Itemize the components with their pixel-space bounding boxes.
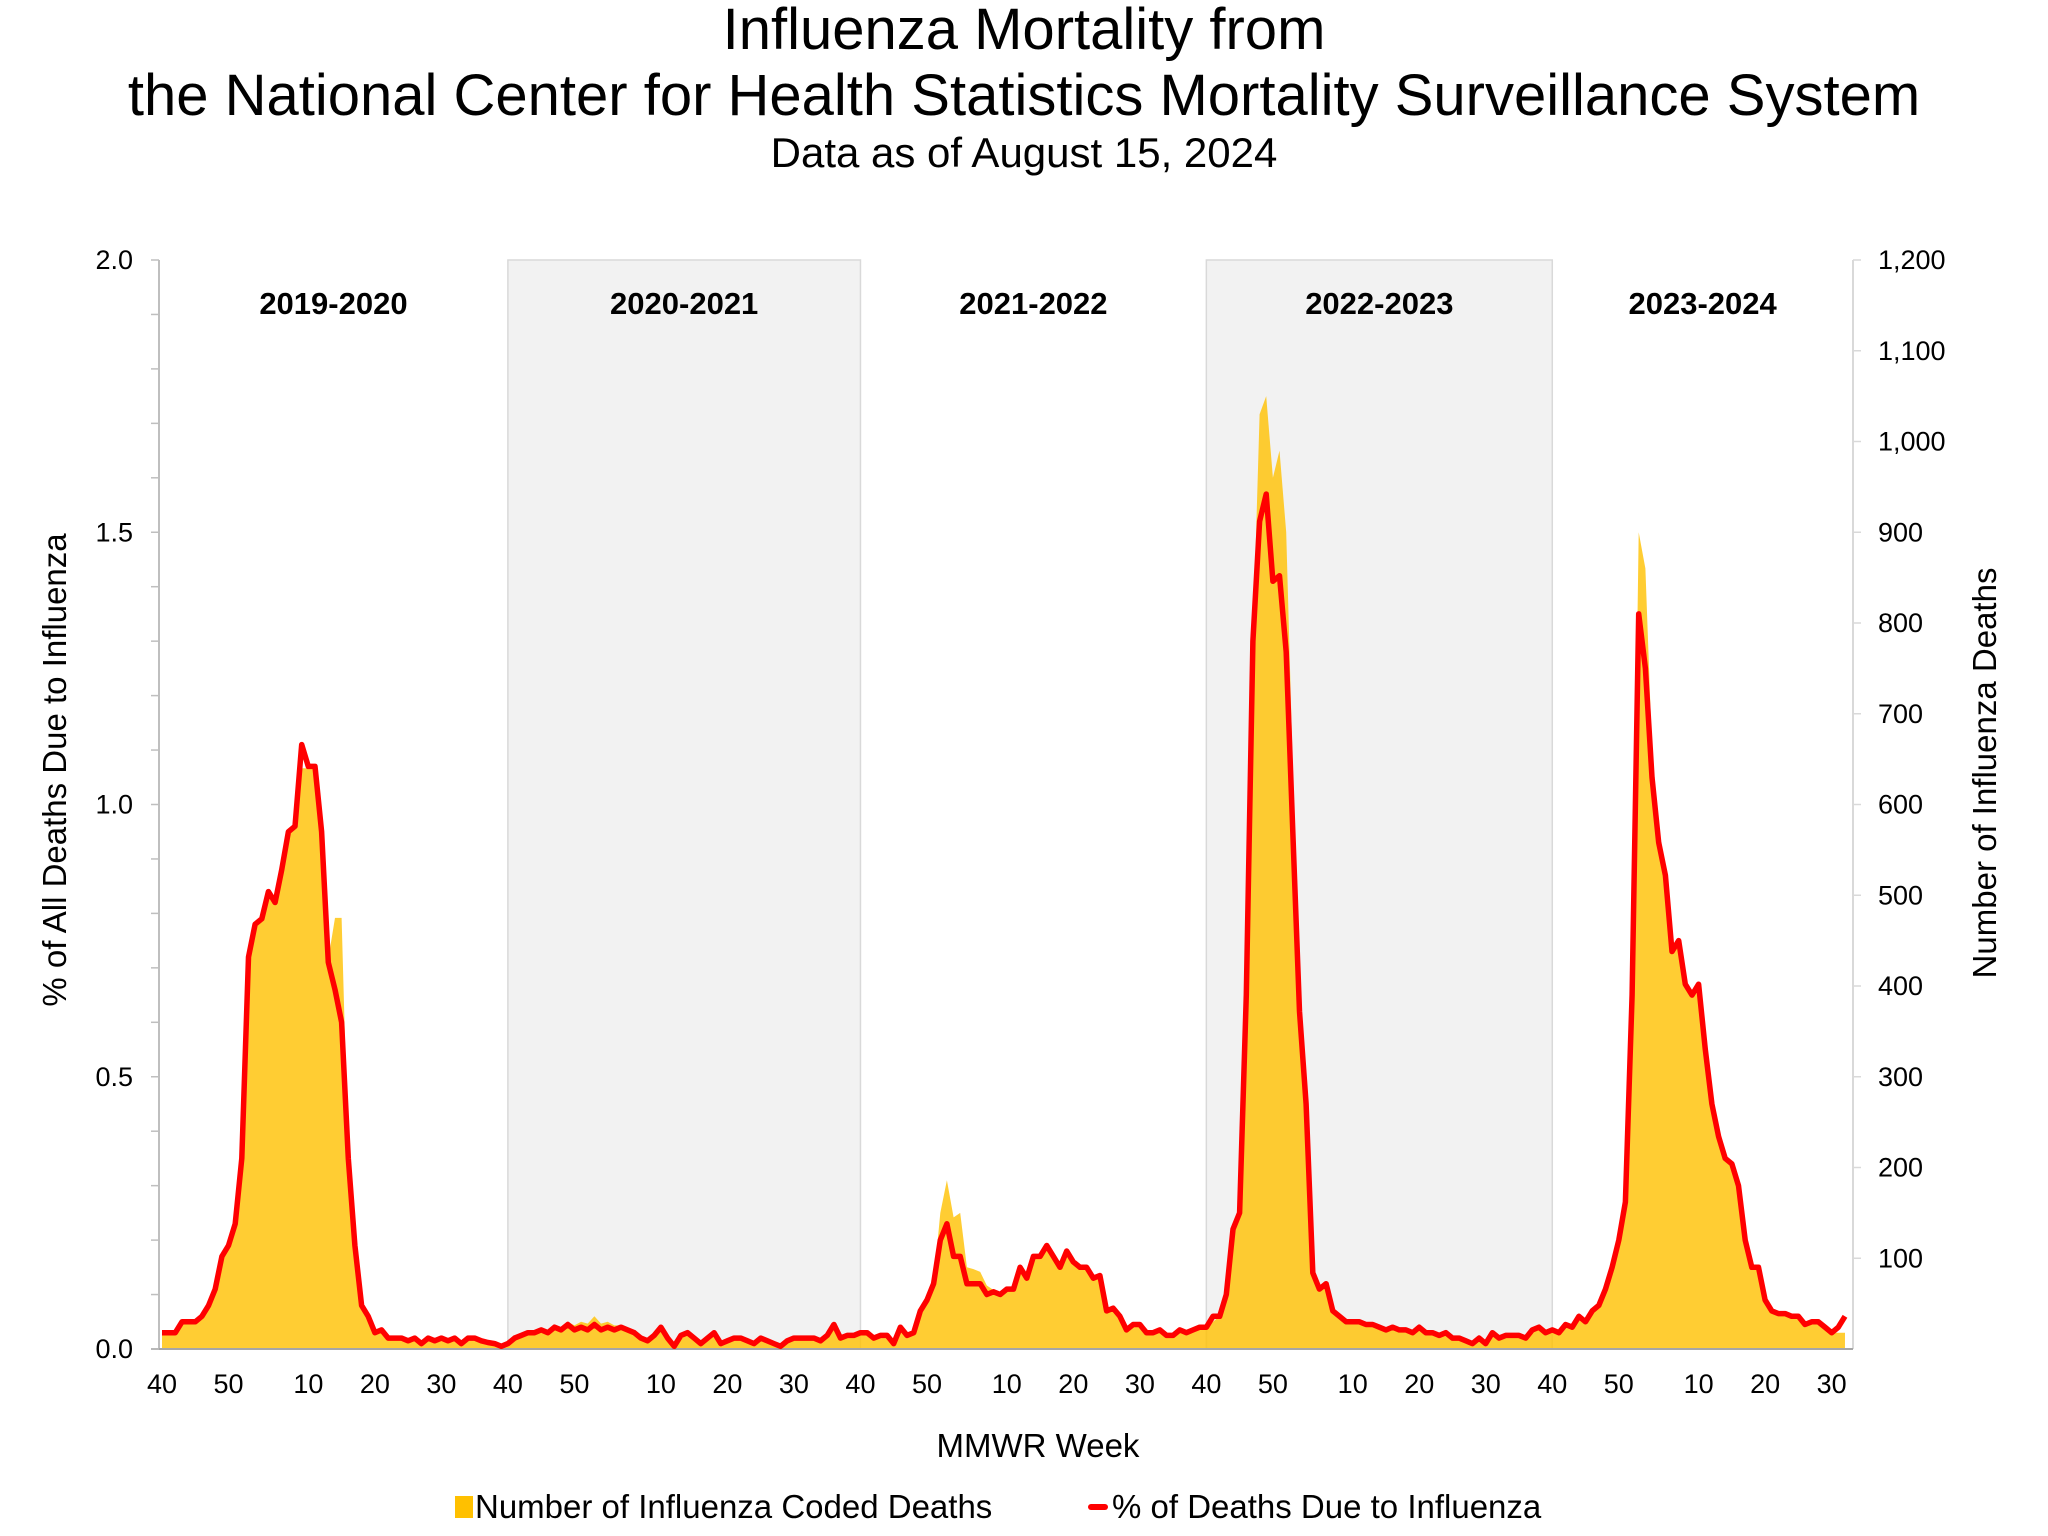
deaths-area-series bbox=[162, 396, 1845, 1350]
x-tick-label: 10 bbox=[1684, 1369, 1714, 1399]
x-tick-label: 30 bbox=[1125, 1369, 1155, 1399]
x-tick-label: 10 bbox=[646, 1369, 676, 1399]
y-left-tick-label: 0.5 bbox=[95, 1062, 133, 1092]
x-tick-label: 50 bbox=[1604, 1369, 1634, 1399]
y-right-tick-label: 1,000 bbox=[1878, 427, 1946, 457]
x-tick-label: 20 bbox=[1058, 1369, 1088, 1399]
y-right-tick-label: 200 bbox=[1878, 1153, 1923, 1183]
x-axis-title: MMWR Week bbox=[937, 1427, 1140, 1464]
legend-item-percent: % of Deaths Due to Influenza bbox=[1088, 1488, 1541, 1526]
x-tick-label: 10 bbox=[293, 1369, 323, 1399]
chart-title-line2: the National Center for Health Statistic… bbox=[127, 63, 1921, 128]
percent-line-series bbox=[162, 491, 1848, 1350]
season-label: 2021-2022 bbox=[959, 286, 1107, 321]
x-tick-label: 20 bbox=[1750, 1369, 1780, 1399]
x-tick-label: 30 bbox=[779, 1369, 809, 1399]
legend-label-percent: % of Deaths Due to Influenza bbox=[1112, 1488, 1542, 1525]
x-tick-label: 50 bbox=[213, 1369, 243, 1399]
y-right-tick-label: 100 bbox=[1878, 1243, 1923, 1273]
x-tick-label: 50 bbox=[912, 1369, 942, 1399]
y-axis-left-title: % of All Deaths Due to Influenza bbox=[36, 533, 73, 1007]
x-tick-label: 50 bbox=[1258, 1369, 1288, 1399]
season-label: 2019-2020 bbox=[259, 286, 407, 321]
y-right-tick-label: 800 bbox=[1878, 608, 1923, 638]
legend-label-deaths: Number of Influenza Coded Deaths bbox=[475, 1488, 993, 1525]
legend-item-deaths: Number of Influenza Coded Deaths bbox=[455, 1488, 992, 1526]
legend-swatch-line bbox=[1088, 1504, 1108, 1510]
x-tick-label: 20 bbox=[360, 1369, 390, 1399]
x-tick-label: 20 bbox=[1404, 1369, 1434, 1399]
x-tick-label: 10 bbox=[992, 1369, 1022, 1399]
y-right-tick-label: 600 bbox=[1878, 790, 1923, 820]
chart-title: Influenza Mortality from bbox=[722, 0, 1326, 62]
y-left-tick-label: 1.0 bbox=[95, 790, 133, 820]
x-tick-label: 30 bbox=[426, 1369, 456, 1399]
season-label: 2022-2023 bbox=[1305, 286, 1453, 321]
y-axis-right-title: Number of Influenza Deaths bbox=[1966, 568, 2003, 979]
season-label: 2023-2024 bbox=[1629, 286, 1778, 321]
y-right-tick-label: 300 bbox=[1878, 1062, 1923, 1092]
y-right-tick-label: 1,100 bbox=[1878, 336, 1946, 366]
y-right-tick-label: 400 bbox=[1878, 971, 1923, 1001]
legend-swatch-area bbox=[455, 1496, 473, 1518]
y-right-tick-label: 700 bbox=[1878, 699, 1923, 729]
x-tick-label: 40 bbox=[147, 1369, 177, 1399]
x-tick-label: 40 bbox=[1537, 1369, 1567, 1399]
y-right-tick-label: 500 bbox=[1878, 880, 1923, 910]
x-tick-label: 50 bbox=[559, 1369, 589, 1399]
y-left-tick-label: 2.0 bbox=[95, 245, 133, 275]
x-tick-label: 40 bbox=[1191, 1369, 1221, 1399]
x-tick-label: 10 bbox=[1338, 1369, 1368, 1399]
season-label: 2020-2021 bbox=[610, 286, 758, 321]
x-tick-label: 20 bbox=[712, 1369, 742, 1399]
y-right-tick-label: 1,200 bbox=[1878, 245, 1946, 275]
y-right-tick-label: 900 bbox=[1878, 517, 1923, 547]
chart-subtitle: Data as of August 15, 2024 bbox=[770, 129, 1278, 176]
x-tick-label: 30 bbox=[1471, 1369, 1501, 1399]
y-left-tick-label: 0.0 bbox=[95, 1334, 133, 1364]
season-shade bbox=[507, 259, 862, 1350]
y-left-tick-label: 1.5 bbox=[95, 517, 133, 547]
x-tick-label: 30 bbox=[1817, 1369, 1847, 1399]
x-tick-label: 40 bbox=[493, 1369, 523, 1399]
x-tick-label: 40 bbox=[845, 1369, 875, 1399]
